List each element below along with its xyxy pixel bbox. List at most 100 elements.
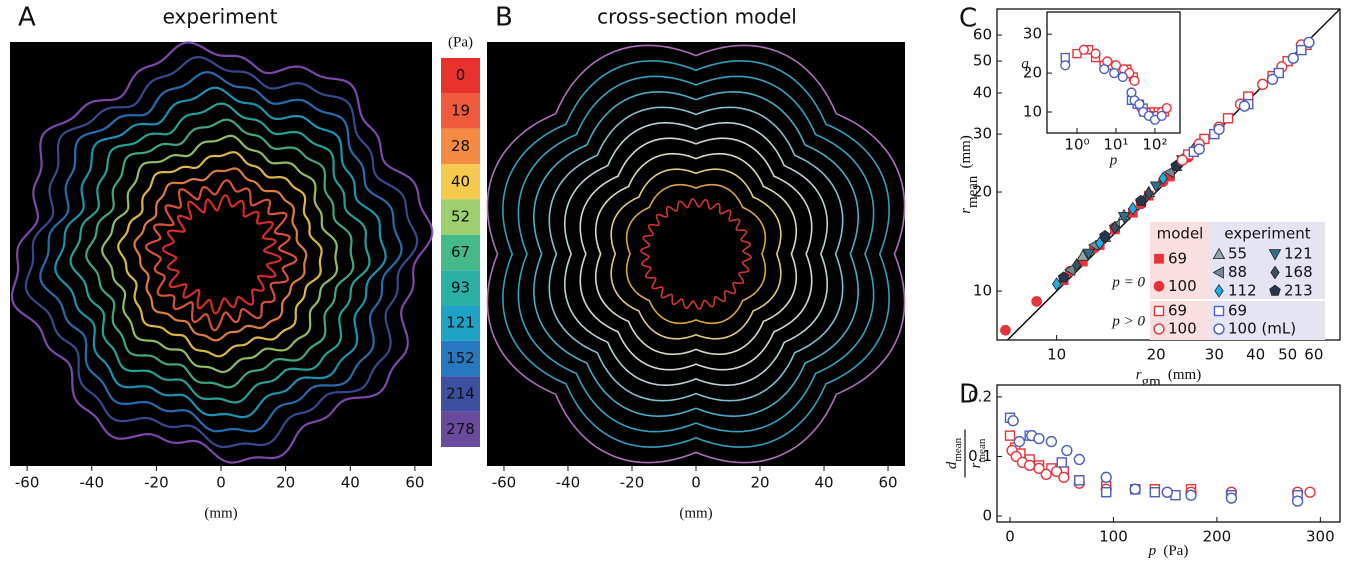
data-point — [1222, 113, 1234, 124]
ring — [133, 167, 308, 342]
data-point — [1296, 44, 1307, 56]
ring — [54, 86, 387, 419]
data-point — [1117, 71, 1128, 83]
x-tick-label: 10¹ — [1103, 136, 1128, 154]
ring — [532, 90, 860, 418]
data-point — [1000, 324, 1011, 336]
data-point — [1161, 486, 1173, 498]
x-tick-label: 0 — [1005, 528, 1015, 546]
axis-symbol: r — [958, 208, 974, 214]
ring — [579, 137, 813, 371]
legend-marker — [1269, 284, 1281, 296]
y-axis-label: q — [1021, 56, 1029, 72]
axis-subscript: mean — [966, 175, 982, 208]
ring — [39, 71, 403, 433]
data-point — [1287, 52, 1299, 64]
legend-label: 69 — [1228, 302, 1247, 320]
data-point — [1304, 486, 1316, 498]
x-tick-label: -20 — [144, 474, 169, 492]
axis-label: rmean (mm) — [958, 135, 981, 214]
legend-marker — [1153, 280, 1165, 292]
legend-header: model — [1157, 225, 1204, 243]
colorbar-cell — [441, 58, 480, 94]
legend-marker — [1212, 247, 1226, 260]
y-tick-label: 0.1 — [968, 447, 992, 465]
axis-unit: (mm) — [1168, 367, 1201, 383]
data-point — [1082, 248, 1095, 260]
ring — [117, 151, 323, 358]
data-point — [1185, 489, 1197, 501]
legend-marker — [1214, 283, 1224, 298]
data-point — [1074, 475, 1085, 486]
axis-symbol: p — [1148, 543, 1157, 559]
panel-label: C — [959, 4, 977, 34]
data-point — [1031, 296, 1043, 307]
legend-label: 69 — [1168, 249, 1187, 267]
ring — [625, 183, 767, 325]
colorbar-label: 152 — [446, 349, 475, 367]
data-point — [1076, 249, 1090, 261]
data-point — [1129, 483, 1141, 495]
x-axis-label: (mm) — [204, 505, 237, 521]
legend-marker — [1154, 253, 1164, 264]
colorbar-cell — [441, 128, 480, 165]
data-point — [1163, 165, 1175, 179]
y-tick-label: 50 — [973, 52, 992, 70]
legend-label: 69 — [1168, 302, 1187, 320]
data-point — [1063, 263, 1076, 277]
colorbar-cell — [441, 93, 480, 129]
colorbar-label: 278 — [446, 420, 475, 438]
legend-label: 55 — [1228, 245, 1247, 263]
colorbar-label: 67 — [451, 243, 470, 261]
axis-symbol: r — [968, 462, 984, 468]
data-point — [1073, 453, 1085, 466]
x-tick-label: -40 — [80, 474, 105, 492]
data-point — [1149, 487, 1161, 498]
legend-label: 168 — [1284, 263, 1313, 281]
x-tick-label: 50 — [1278, 346, 1297, 364]
axis-unit: (Pa) — [1163, 543, 1188, 559]
colorbar-cell — [441, 164, 480, 200]
colorbar-label: 214 — [446, 384, 475, 402]
data-point — [1291, 495, 1304, 507]
data-point — [1100, 471, 1112, 483]
fraction-num: dmean — [944, 437, 963, 469]
axis-unit: (mm) — [958, 135, 974, 168]
ring — [85, 118, 355, 389]
y-tick-label: 20 — [1023, 64, 1042, 82]
legend-marker — [1153, 323, 1165, 335]
ring — [502, 60, 890, 448]
data-point — [1303, 36, 1315, 49]
x-tick-label: 20 — [276, 474, 295, 492]
ring — [24, 55, 419, 449]
y-tick-label: 10 — [973, 282, 992, 300]
x-tick-label: 200 — [1203, 528, 1232, 546]
x-tick-label: 0 — [691, 474, 701, 492]
data-point — [1033, 462, 1045, 475]
data-point — [1051, 277, 1062, 291]
legend-marker — [1268, 249, 1282, 261]
colorbar-title: (Pa) — [448, 34, 473, 50]
x-tick-label: 20 — [1147, 346, 1166, 364]
x-tick-label: 40 — [341, 474, 360, 492]
ring — [69, 102, 371, 404]
data-point — [1129, 75, 1140, 86]
data-point — [1266, 73, 1279, 86]
y-tick-label: 20 — [973, 183, 992, 201]
data-point — [1024, 459, 1036, 472]
data-point — [1007, 415, 1019, 427]
x-tick-label: 10 — [1047, 346, 1066, 364]
legend-marker — [1270, 265, 1280, 280]
legend-label: 100 (mL) — [1228, 320, 1296, 338]
ring — [640, 198, 752, 310]
ring — [10, 41, 434, 464]
legend-background — [1210, 222, 1325, 340]
data-point — [1072, 258, 1082, 272]
ring — [594, 152, 798, 356]
ring — [517, 75, 875, 433]
colorbar-cell — [441, 376, 480, 412]
x-tick-label: 60 — [405, 474, 424, 492]
data-point — [1149, 181, 1163, 193]
